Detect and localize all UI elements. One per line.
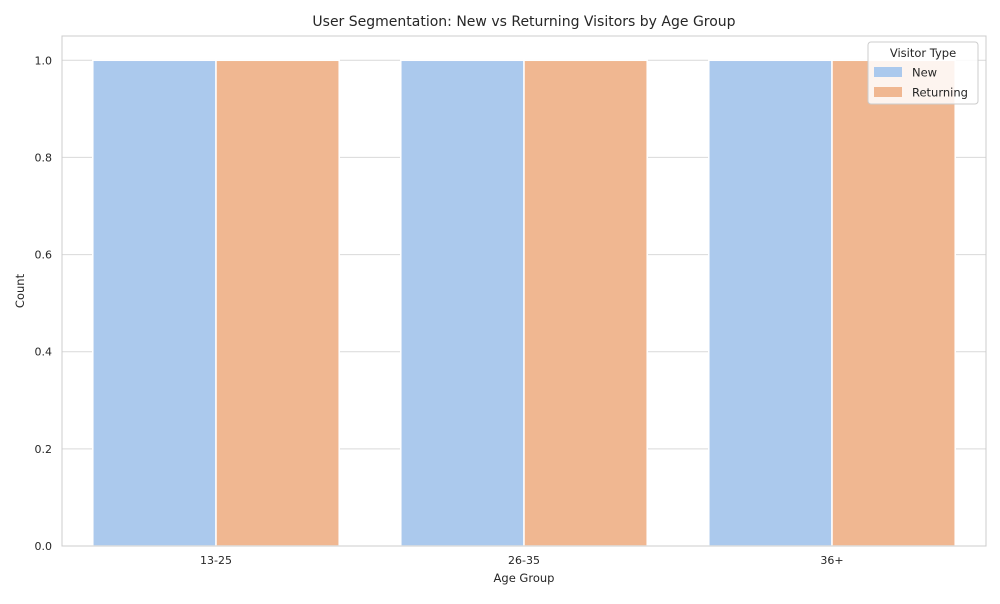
x-axis-ticks: 13-25 26-35 36+ [200, 554, 844, 567]
y-tick-label: 1.0 [35, 54, 53, 67]
y-tick-label: 0.6 [35, 249, 53, 262]
bar-new-26-35 [400, 59, 525, 547]
plot-area-frame [61, 35, 987, 547]
legend-label-returning: Returning [912, 86, 968, 100]
y-axis-ticks: 0.0 0.2 0.4 0.6 0.8 1.0 [35, 54, 53, 553]
legend-swatch-returning [874, 87, 902, 97]
x-axis-title: Age Group [494, 571, 555, 585]
legend: Visitor Type New Returning [867, 41, 979, 105]
x-tick-label: 13-25 [200, 554, 232, 567]
bars [92, 59, 956, 547]
legend-swatch-new [874, 67, 902, 77]
chart-title: User Segmentation: New vs Returning Visi… [312, 14, 735, 30]
legend-label-new: New [912, 66, 937, 80]
x-tick-label: 26-35 [508, 554, 540, 567]
y-axis-title: Count [13, 273, 27, 308]
bar-returning-36+ [831, 59, 956, 547]
bar-returning-26-35 [523, 59, 648, 547]
y-tick-label: 0.2 [35, 443, 53, 456]
bar-new-36+ [708, 59, 833, 547]
bar-new-13-25 [92, 59, 217, 547]
legend-items: New Returning [874, 66, 968, 100]
y-tick-label: 0.0 [35, 540, 53, 553]
x-tick-label: 36+ [820, 554, 843, 567]
y-tick-label: 0.8 [35, 151, 53, 164]
legend-title: Visitor Type [890, 46, 956, 60]
y-tick-label: 0.4 [35, 346, 53, 359]
bar-returning-13-25 [215, 59, 340, 547]
